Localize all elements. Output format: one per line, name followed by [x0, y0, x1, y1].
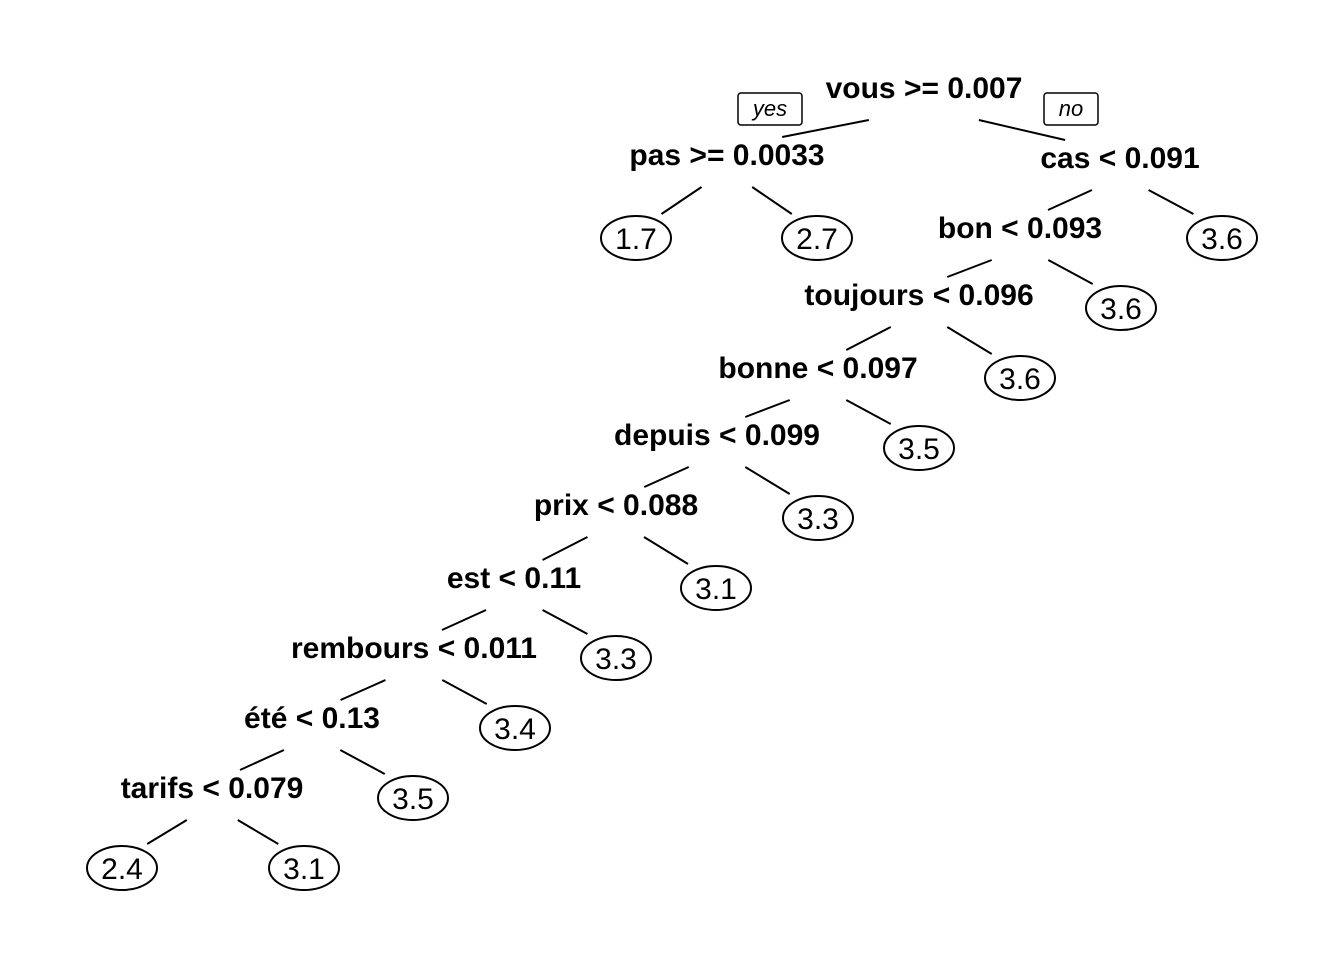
- leaf-value: 3.6: [1201, 223, 1243, 256]
- leaf-ellipse: [600, 215, 672, 261]
- leaf-node: 3.5: [883, 425, 955, 471]
- leaf-node: 3.6: [1186, 215, 1258, 261]
- tree-edge-yes: [744, 399, 791, 418]
- tree-edge-no: [1047, 259, 1094, 285]
- leaf-value: 3.6: [1100, 293, 1142, 326]
- leaf-ellipse: [580, 635, 652, 681]
- split-node-depuis: depuis < 0.099: [614, 419, 820, 452]
- leaf-ellipse: [1186, 215, 1258, 261]
- yes-branch-tag: yes: [737, 92, 803, 126]
- leaf-ellipse: [680, 565, 752, 611]
- split-node-toujours: toujours < 0.096: [804, 279, 1033, 312]
- tree-edge-no: [339, 749, 386, 775]
- yes-label: yes: [751, 96, 787, 121]
- leaf-ellipse: [268, 845, 340, 891]
- leaf-ellipse: [479, 705, 551, 751]
- tree-edge-no: [643, 536, 689, 565]
- leaf-node: 3.6: [984, 355, 1056, 401]
- leaf-node: 2.4: [86, 845, 158, 891]
- leaf-value: 2.7: [796, 223, 838, 256]
- tree-edge-yes: [340, 679, 386, 701]
- leaf-node: 3.3: [580, 635, 652, 681]
- split-node-est: est < 0.11: [447, 562, 581, 595]
- leaf-node: 2.7: [781, 215, 853, 261]
- leaf-ellipse: [377, 775, 449, 821]
- leaf-node: 3.3: [782, 495, 854, 541]
- split-node-tarifs: tarifs < 0.079: [121, 772, 304, 805]
- leaf-node: 3.5: [377, 775, 449, 821]
- leaf-value: 3.1: [695, 573, 737, 606]
- tree-edge-yes: [781, 119, 870, 138]
- tree-edge-yes: [660, 186, 703, 215]
- split-node-rembours: rembours < 0.011: [291, 632, 537, 665]
- leaf-ellipse: [984, 355, 1056, 401]
- leaf-value: 3.4: [494, 713, 536, 746]
- tree-edge-no: [946, 326, 993, 355]
- no-branch-tag: no: [1043, 92, 1099, 126]
- tree-edge-yes: [146, 819, 188, 845]
- tree-edge-no: [751, 186, 793, 215]
- leaf-value: 2.4: [101, 853, 143, 886]
- leaf-value: 3.5: [392, 783, 434, 816]
- leaf-node: 3.4: [479, 705, 551, 751]
- leaf-node: 3.6: [1085, 285, 1157, 331]
- split-node-ete: été < 0.13: [244, 702, 380, 735]
- leaf-value: 3.5: [898, 433, 940, 466]
- leaf-node: 3.1: [268, 845, 340, 891]
- tree-edge-yes: [845, 326, 892, 351]
- tree-edge-no: [441, 679, 488, 705]
- leaf-value: 3.3: [797, 503, 839, 536]
- tree-edge-no: [542, 609, 588, 635]
- tree-edges: [146, 119, 1194, 845]
- tree-edge-no: [1148, 189, 1194, 215]
- split-node-prix: prix < 0.088: [534, 489, 698, 522]
- leaf-value: 1.7: [615, 223, 657, 256]
- leaf-ellipse: [782, 495, 854, 541]
- leaf-node: 3.1: [680, 565, 752, 611]
- tree-edge-yes: [542, 536, 588, 561]
- split-node-pas: pas >= 0.0033: [629, 139, 824, 172]
- tree-nodes: vous >= 0.007 pas >= 0.0033 1.7 2.7 cas < 0.…: [86, 72, 1258, 891]
- leaf-ellipse: [1085, 285, 1157, 331]
- tree-edge-yes: [441, 609, 487, 631]
- split-node-vous: vous >= 0.007: [826, 72, 1023, 105]
- tree-edge-no: [978, 119, 1066, 141]
- tree-edge-yes: [1047, 189, 1093, 211]
- leaf-node: 1.7: [600, 215, 672, 261]
- split-node-bonne: bonne < 0.097: [718, 352, 917, 385]
- leaf-value: 3.3: [595, 643, 637, 676]
- leaf-ellipse: [883, 425, 955, 471]
- tree-edge-yes: [946, 259, 993, 278]
- leaf-value: 3.6: [999, 363, 1041, 396]
- no-label: no: [1059, 96, 1083, 121]
- split-node-cas: cas < 0.091: [1040, 142, 1199, 175]
- leaf-value: 3.1: [283, 853, 325, 886]
- tree-edge-yes: [239, 749, 285, 771]
- leaf-ellipse: [86, 845, 158, 891]
- tree-edge-yes: [643, 466, 690, 488]
- tree-edge-no: [744, 466, 791, 495]
- tree-edge-no: [237, 819, 279, 845]
- tree-edge-no: [845, 399, 892, 425]
- leaf-ellipse: [781, 215, 853, 261]
- split-node-bon: bon < 0.093: [938, 212, 1102, 245]
